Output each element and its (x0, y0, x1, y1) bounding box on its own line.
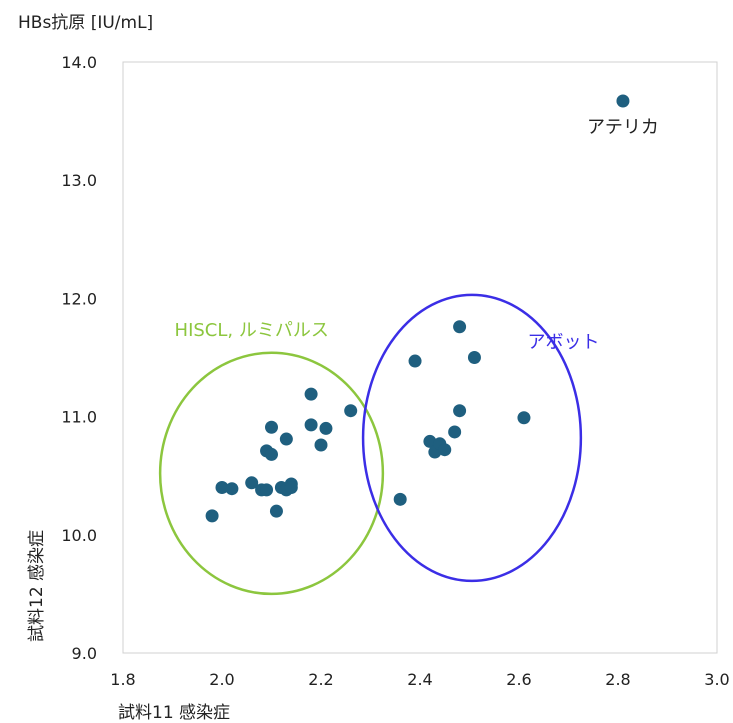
x-tick-label: 2.6 (506, 670, 531, 689)
data-point (438, 443, 452, 457)
data-point (517, 411, 531, 425)
y-axis-label: HBs抗原 [IU/mL] (18, 13, 153, 33)
data-point (215, 481, 229, 495)
data-point (225, 482, 239, 496)
data-point (304, 418, 318, 432)
y-tick-label: 9.0 (72, 644, 97, 663)
data-point (453, 320, 467, 334)
y-tick-label: 13.0 (61, 171, 97, 190)
data-point (205, 509, 219, 523)
annotation-label: アテリカ (587, 117, 659, 138)
group-ellipse-1 (361, 293, 583, 583)
data-point (408, 354, 422, 368)
y-axis-side-label: 試料12 感染症 (27, 530, 47, 642)
data-point (467, 351, 481, 364)
data-point (265, 447, 278, 461)
x-tick-label: 3.0 (704, 670, 729, 689)
data-point (304, 387, 318, 401)
data-point (279, 432, 293, 446)
data-point (319, 421, 333, 435)
x-axis-label: 試料11 感染症 (118, 703, 230, 723)
x-tick-label: 2.4 (407, 670, 432, 689)
data-point (245, 476, 259, 490)
data-point (448, 425, 462, 439)
y-tick-label: 14.0 (61, 53, 97, 72)
x-tick-label: 1.8 (110, 670, 135, 689)
x-tick-label: 2.0 (209, 670, 234, 689)
annotation-label: アボット (528, 332, 600, 353)
data-point (260, 483, 274, 497)
annotation-label: HISCL, ルミパルス (175, 320, 329, 341)
group-ellipse-0 (158, 351, 385, 596)
data-point (616, 94, 630, 108)
data-point (344, 404, 358, 418)
y-tick-label: 12.0 (61, 289, 97, 308)
data-point (423, 434, 437, 448)
data-point (393, 492, 407, 506)
data-point (453, 404, 467, 418)
data-point (265, 420, 278, 434)
data-point (314, 438, 328, 452)
y-tick-label: 10.0 (61, 526, 97, 545)
x-tick-label: 2.8 (605, 670, 630, 689)
x-tick-label: 2.2 (308, 670, 333, 689)
data-point (284, 481, 298, 495)
data-point (269, 504, 283, 518)
y-tick-label: 11.0 (61, 408, 97, 427)
